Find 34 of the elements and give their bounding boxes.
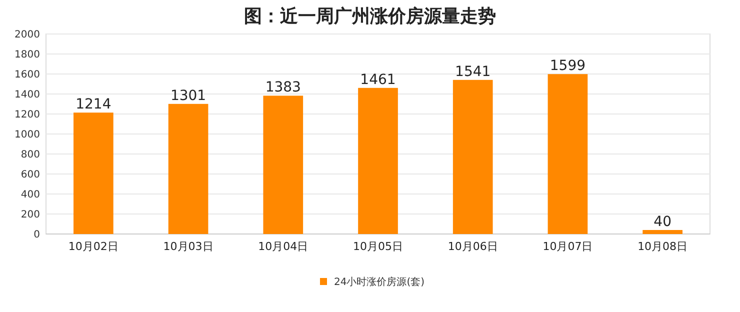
data-label: 1214 <box>76 96 112 113</box>
data-label: 1541 <box>455 64 491 80</box>
y-tick-label: 200 <box>20 210 40 220</box>
y-tick-label: 1800 <box>14 50 40 60</box>
bar <box>548 74 588 234</box>
bar <box>168 104 208 234</box>
bar <box>358 88 398 234</box>
y-tick-label: 1000 <box>14 130 40 140</box>
y-tick-label: 1400 <box>14 90 40 100</box>
x-tick-label: 10月06日 <box>448 240 498 253</box>
legend-label: 24小时涨价房源(套) <box>334 276 425 288</box>
x-tick-label: 10月08日 <box>638 240 688 253</box>
y-tick-label: 400 <box>20 190 40 200</box>
x-tick-label: 10月04日 <box>258 240 308 253</box>
y-tick-label: 800 <box>20 150 40 160</box>
x-tick-label: 10月03日 <box>163 240 214 253</box>
y-tick-label: 2000 <box>14 30 40 40</box>
chart-title: 图：近一周广州涨价房源量走势 <box>244 6 496 27</box>
bar <box>452 80 493 234</box>
data-label: 1301 <box>170 88 206 104</box>
y-tick-label: 600 <box>20 170 40 180</box>
data-label: 1599 <box>550 58 586 74</box>
data-label: 40 <box>654 214 672 230</box>
x-tick-label: 10月07日 <box>542 240 593 253</box>
y-tick-label: 1200 <box>14 110 40 120</box>
bar <box>263 96 304 234</box>
bar <box>74 112 114 234</box>
data-label: 1461 <box>360 72 396 88</box>
y-tick-label: 0 <box>34 230 40 240</box>
x-tick-label: 10月02日 <box>68 240 118 253</box>
y-tick-label: 1600 <box>14 70 40 80</box>
x-tick-label: 10月05日 <box>353 240 403 253</box>
bar <box>642 230 682 234</box>
data-label: 1383 <box>265 80 301 96</box>
